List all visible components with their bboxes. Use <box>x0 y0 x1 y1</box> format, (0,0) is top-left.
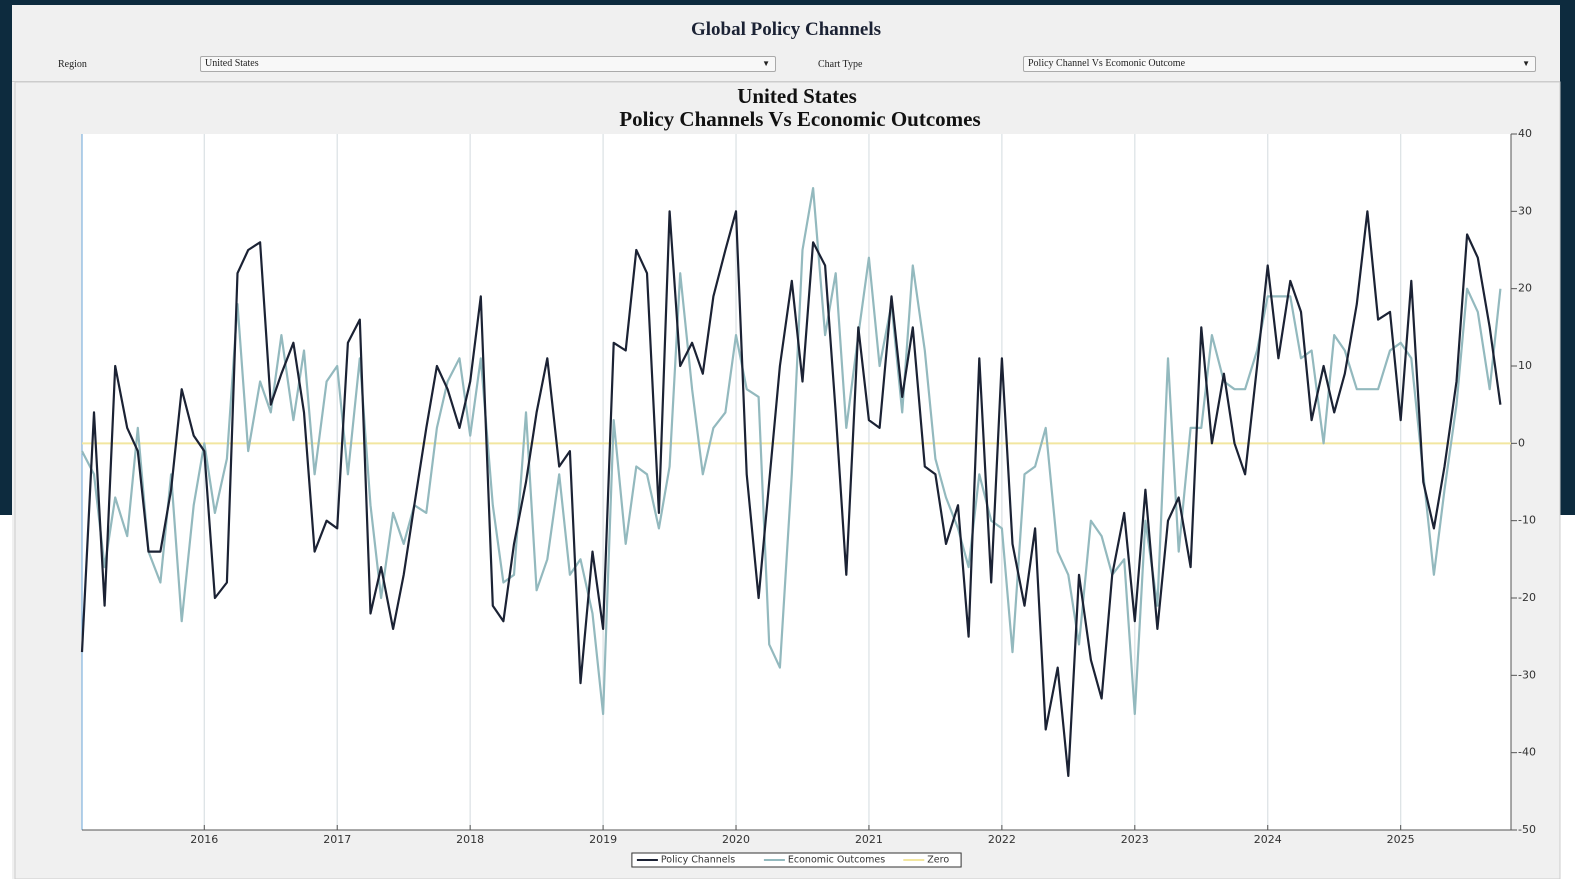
x-tick-label: 2021 <box>855 833 883 846</box>
y-tick-label: -40 <box>1518 746 1536 759</box>
y-tick-label: 10 <box>1518 359 1532 372</box>
x-tick-label: 2024 <box>1254 833 1282 846</box>
x-tick-label: 2025 <box>1387 833 1415 846</box>
y-tick-label: 30 <box>1518 204 1532 217</box>
y-tick-label: 20 <box>1518 282 1532 295</box>
x-tick-label: 2022 <box>988 833 1016 846</box>
chart-title: United States <box>737 84 857 108</box>
y-tick-label: 0 <box>1518 436 1525 449</box>
plot-area <box>82 134 1511 830</box>
series-line <box>80 210 1502 777</box>
legend-label: Zero <box>927 855 949 866</box>
y-tick-label: -30 <box>1518 668 1536 681</box>
x-tick-label: 2020 <box>722 833 750 846</box>
legend-label: Policy Channels <box>661 855 735 866</box>
x-tick-label: 2023 <box>1121 833 1149 846</box>
legend-box <box>631 852 962 868</box>
control-label: Region <box>58 59 87 70</box>
dropdown[interactable]: Policy Channel Vs Ecomonic Outcome <box>1023 56 1536 72</box>
control-label: Chart Type <box>818 59 863 70</box>
app-title: Global Policy Channels <box>690 19 882 40</box>
dropdown[interactable]: United States <box>200 56 776 72</box>
x-tick-label: 2018 <box>456 833 484 846</box>
y-tick-label: 40 <box>1518 127 1532 140</box>
y-tick-label: -20 <box>1518 591 1536 604</box>
x-tick-label: 2017 <box>323 833 351 846</box>
y-tick-label: -50 <box>1518 823 1536 836</box>
legend-label: Economic Outcomes <box>788 855 885 866</box>
x-tick-label: 2019 <box>589 833 617 846</box>
chart-subtitle: Policy Channels Vs Economic Outcomes <box>619 107 980 131</box>
series-line <box>81 187 1502 716</box>
x-tick-label: 2016 <box>190 833 218 846</box>
y-tick-label: -10 <box>1518 514 1536 527</box>
